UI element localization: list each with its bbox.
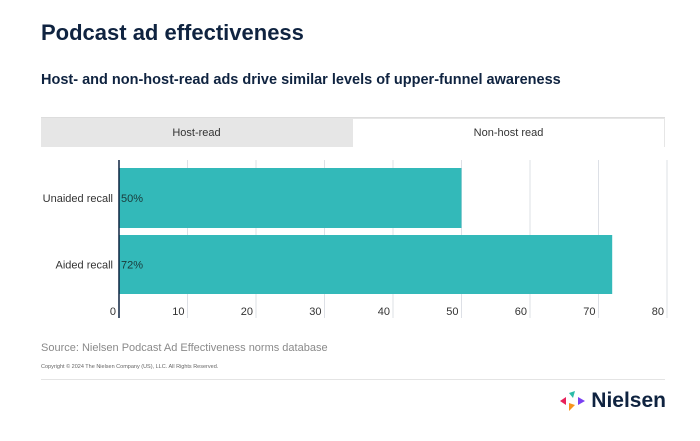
nielsen-logo: Nielsen bbox=[560, 389, 666, 413]
x-tick-label: 30 bbox=[309, 306, 321, 318]
divider bbox=[41, 379, 665, 380]
x-tick-label: 10 bbox=[172, 306, 184, 318]
x-tick-label: 20 bbox=[241, 306, 253, 318]
y-category-label: Aided recall bbox=[56, 260, 113, 272]
x-tick-label: 40 bbox=[378, 306, 390, 318]
bar bbox=[119, 168, 462, 228]
source-note: Source: Nielsen Podcast Ad Effectiveness… bbox=[41, 342, 328, 354]
y-category-label: Unaided recall bbox=[43, 193, 113, 205]
page-title: Podcast ad effectiveness bbox=[41, 20, 304, 45]
tab-bar: Host-read Non-host read bbox=[41, 117, 665, 147]
data-label: 72% bbox=[121, 260, 143, 272]
chart-subtitle: Host- and non-host-read ads drive simila… bbox=[41, 72, 561, 88]
x-tick-label: 80 bbox=[652, 306, 664, 318]
copyright: Copyright © 2024 The Nielsen Company (US… bbox=[41, 364, 219, 370]
logo-text: Nielsen bbox=[591, 389, 666, 412]
x-tick-label: 60 bbox=[515, 306, 527, 318]
nielsen-logo-icon bbox=[560, 391, 586, 411]
bar bbox=[119, 235, 613, 294]
x-tick-label: 50 bbox=[446, 306, 458, 318]
x-tick-label: 70 bbox=[583, 306, 595, 318]
tab-non-host-read[interactable]: Non-host read bbox=[352, 118, 665, 147]
data-label: 50% bbox=[121, 193, 143, 205]
x-tick-label: 0 bbox=[110, 306, 116, 318]
tab-host-read[interactable]: Host-read bbox=[172, 126, 221, 139]
